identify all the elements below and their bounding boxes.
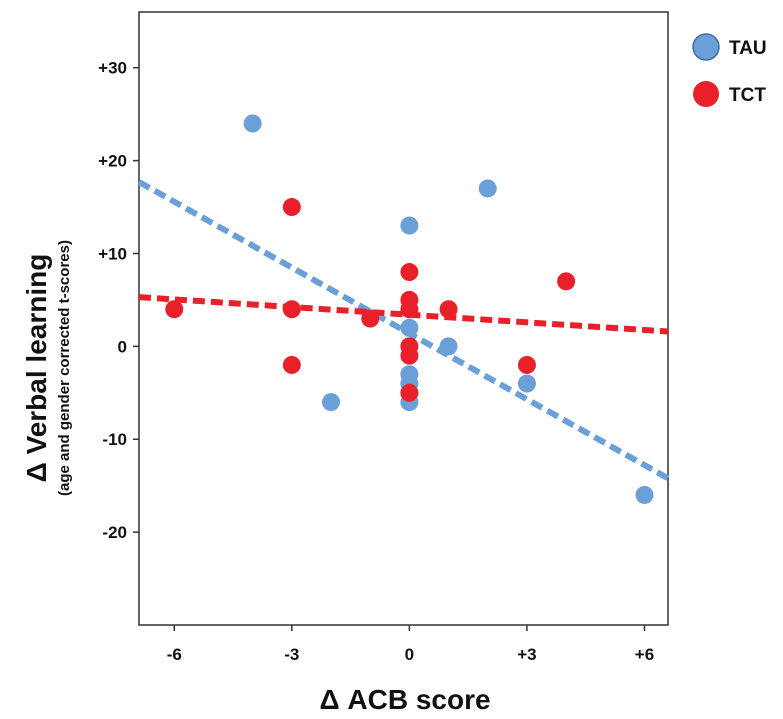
data-point-tct: [282, 355, 301, 374]
data-point-tau: [439, 337, 458, 356]
data-point-tct: [400, 300, 419, 319]
data-point-tau: [400, 216, 419, 235]
data-points: [165, 114, 654, 504]
legend: TAU TCT: [692, 33, 767, 107]
plot-frame: [138, 11, 669, 626]
x-tick-label: +6: [635, 645, 654, 664]
legend-marker-tau: [692, 33, 720, 61]
y-tick-label: +10: [98, 244, 127, 263]
trendline-tct: [138, 294, 669, 335]
data-point-tct: [361, 309, 380, 328]
legend-label-tct: TCT: [729, 85, 766, 106]
y-axis-subtitle: (age and gender corrected t-scores): [56, 240, 73, 496]
data-point-tau: [478, 179, 497, 198]
data-point-tct: [282, 300, 301, 319]
y-axis-ticks: +30 +20 +10 0 -10 -20: [98, 59, 139, 542]
data-point-tct: [282, 198, 301, 217]
x-tick-label: +3: [517, 645, 536, 664]
data-point-tct: [439, 300, 458, 319]
x-tick-label: -6: [167, 645, 182, 664]
y-tick-label: +20: [98, 152, 127, 171]
data-point-tau: [322, 393, 341, 412]
data-point-tct: [400, 263, 419, 282]
x-axis-ticks: -6 -3 0 +3 +6: [167, 625, 654, 664]
y-tick-label: +30: [98, 59, 127, 78]
data-point-tct: [557, 272, 576, 291]
data-point-tct: [400, 346, 419, 365]
legend-label-tau: TAU: [729, 38, 767, 59]
x-tick-label: 0: [405, 645, 414, 664]
y-tick-label: -10: [102, 430, 127, 449]
data-point-tau: [635, 485, 654, 504]
data-point-tct: [165, 300, 184, 319]
data-point-tct: [400, 383, 419, 402]
legend-marker-tct: [693, 81, 719, 107]
x-axis-title: Δ ACB score: [319, 684, 490, 715]
plot-area-border: [138, 11, 669, 626]
data-point-tau: [400, 318, 419, 337]
y-axis-title: Δ Verbal learning: [21, 254, 52, 483]
y-tick-label: 0: [118, 337, 127, 356]
data-point-tau: [243, 114, 262, 133]
x-tick-label: -3: [284, 645, 299, 664]
data-point-tct: [517, 355, 536, 374]
trendline-tau: [137, 179, 670, 481]
trendlines: [137, 179, 670, 481]
y-tick-label: -20: [102, 523, 127, 542]
data-point-tau: [517, 374, 536, 393]
